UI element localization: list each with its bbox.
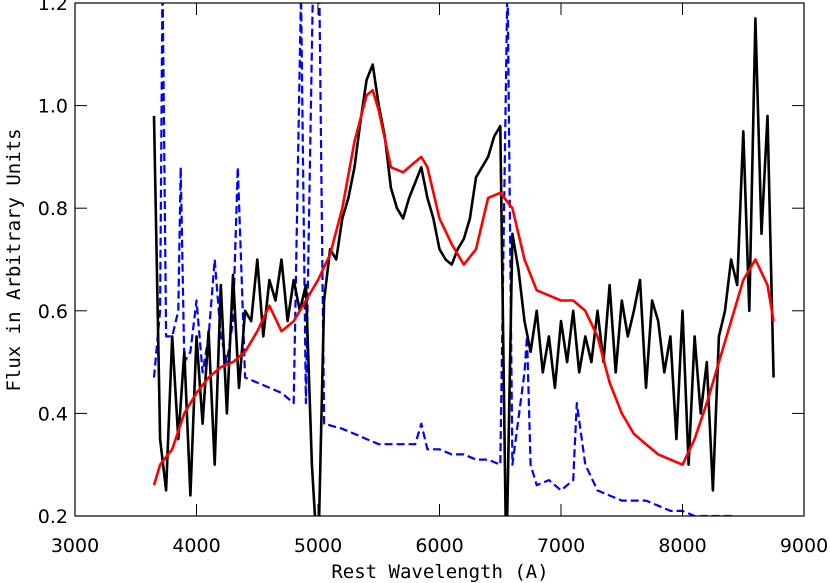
x-tick-label: 6000 [415, 535, 463, 557]
x-tick-label: 8000 [658, 535, 706, 557]
spectrum-line [152, 17, 775, 516]
plot-lines [152, 3, 775, 516]
x-tick-label: 9000 [780, 535, 828, 557]
spectrum-line [152, 88, 775, 486]
x-tick-label: 7000 [537, 535, 585, 557]
y-tick-label: 1.0 [38, 96, 68, 118]
y-tick-label: 0.8 [38, 198, 68, 220]
y-tick-label: 1.2 [38, 0, 68, 15]
x-axis-label: Rest Wavelength (A) [331, 561, 548, 583]
y-axis-label: Flux in Arbitrary Units [3, 128, 25, 391]
x-tick-label: 4000 [172, 535, 220, 557]
x-tick-label: 3000 [51, 535, 99, 557]
x-tick-label: 5000 [294, 535, 342, 557]
y-tick-label: 0.2 [38, 506, 68, 528]
y-tick-label: 0.4 [38, 403, 68, 425]
spectrum-line [152, 3, 774, 516]
y-tick-label: 0.6 [38, 301, 68, 323]
